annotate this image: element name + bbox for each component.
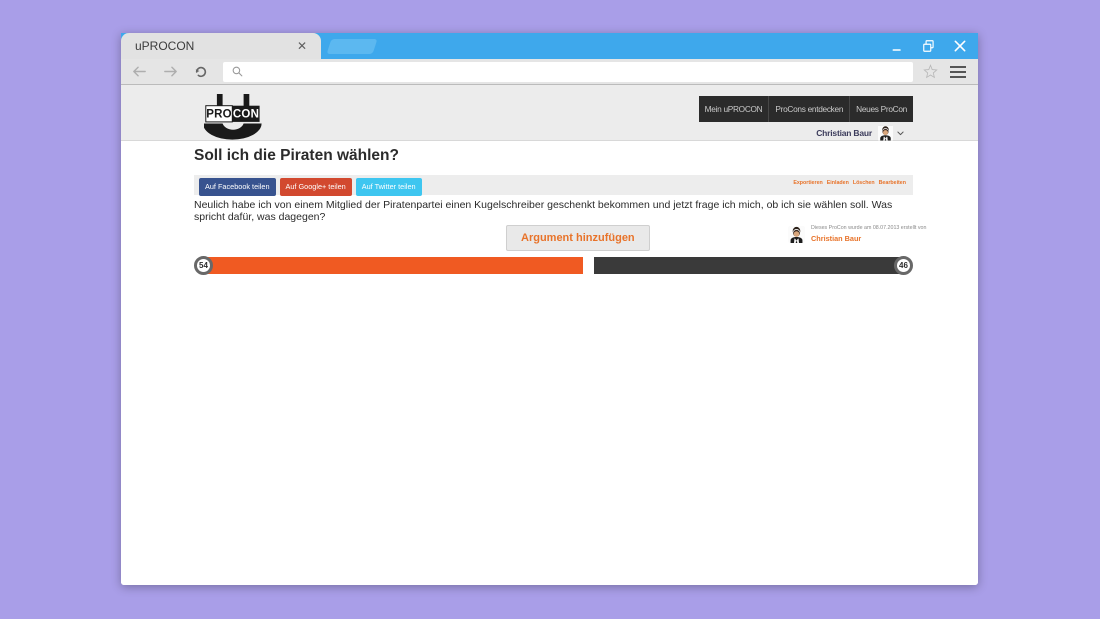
svg-text:CON: CON bbox=[233, 108, 259, 120]
svg-text:PRO: PRO bbox=[206, 108, 232, 120]
